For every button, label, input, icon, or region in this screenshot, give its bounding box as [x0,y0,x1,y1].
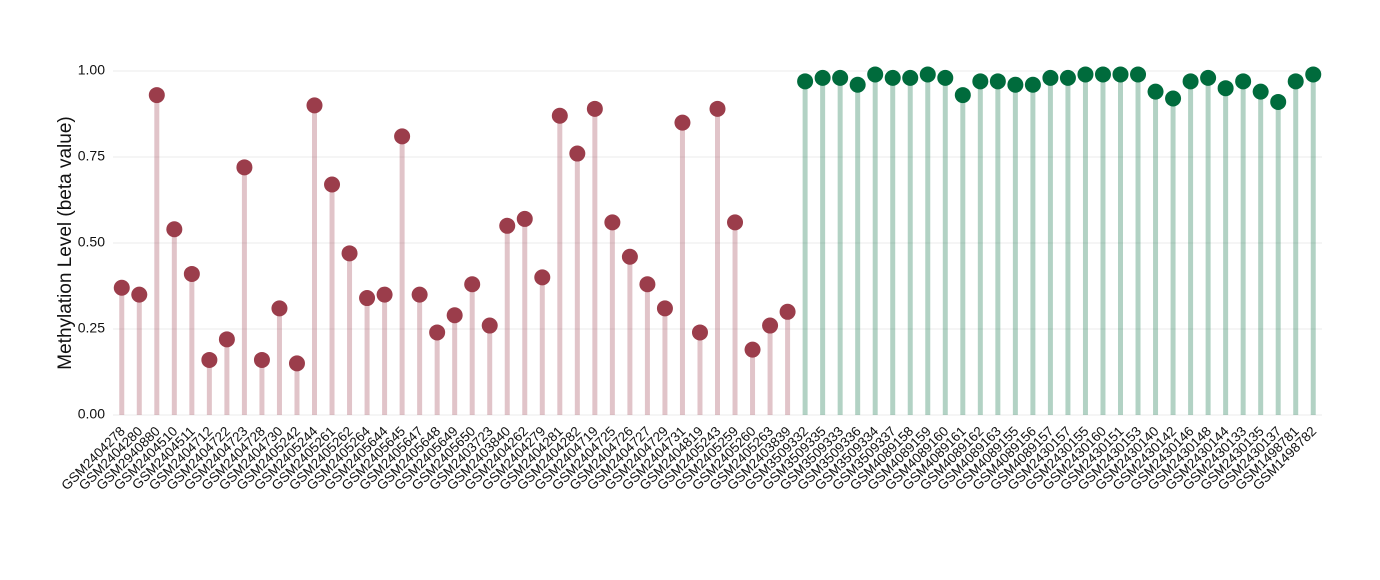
dot [1252,83,1269,100]
dot [1270,93,1287,110]
dot [464,276,481,293]
dot [1112,66,1129,83]
dot [551,107,568,124]
dot [166,221,183,238]
dot [201,351,218,368]
dot [324,176,341,193]
dot [621,248,638,265]
dot [113,279,130,296]
dot [376,286,393,303]
dot [779,303,796,320]
dot [359,290,376,307]
dot [481,317,498,334]
dot [1007,76,1024,93]
dot [954,87,971,104]
dot [1165,90,1182,107]
dot [183,265,200,282]
dot [253,351,270,368]
dot [411,286,428,303]
y-tick-label: 0.25 [78,320,105,336]
dot [1024,76,1041,93]
dot [1130,66,1147,83]
dot [814,69,831,86]
dot [499,217,516,234]
dot [236,159,253,176]
dot [534,269,551,286]
dot [989,73,1006,90]
y-tick-label: 0.75 [78,148,105,164]
dot [709,100,726,117]
dot [1077,66,1094,83]
dot [902,69,919,86]
dot [919,66,936,83]
dot [429,324,446,341]
dot [762,317,779,334]
dot [1059,69,1076,86]
y-tick-label: 0.00 [78,406,105,422]
dot [1200,69,1217,86]
dot [1147,83,1164,100]
dot [1217,80,1234,97]
dot [1235,73,1252,90]
dot [639,276,656,293]
dot [604,214,621,231]
dot [797,73,814,90]
y-tick-label: 1.00 [78,62,105,78]
dot [341,245,358,262]
dot [674,114,691,131]
dot [131,286,148,303]
dot [1287,73,1304,90]
dot [394,128,411,145]
dot [867,66,884,83]
y-axis-title: Methylation Level (beta value) [55,116,76,369]
dot [972,73,989,90]
dot [569,145,586,162]
dot [656,300,673,317]
dot [446,307,463,324]
dot [832,69,849,86]
dot [1094,66,1111,83]
y-tick-label: 0.50 [78,234,105,250]
dot [218,331,235,348]
dot [148,87,165,104]
dot [1305,66,1322,83]
dot [727,214,744,231]
dot [1182,73,1199,90]
dot [271,300,288,317]
dot [884,69,901,86]
dot [691,324,708,341]
dot [306,97,323,114]
dot [744,341,761,358]
dot [1042,69,1059,86]
dot [937,69,954,86]
dot [288,355,305,372]
dot [849,76,866,93]
dot [586,100,603,117]
dot [516,210,533,227]
